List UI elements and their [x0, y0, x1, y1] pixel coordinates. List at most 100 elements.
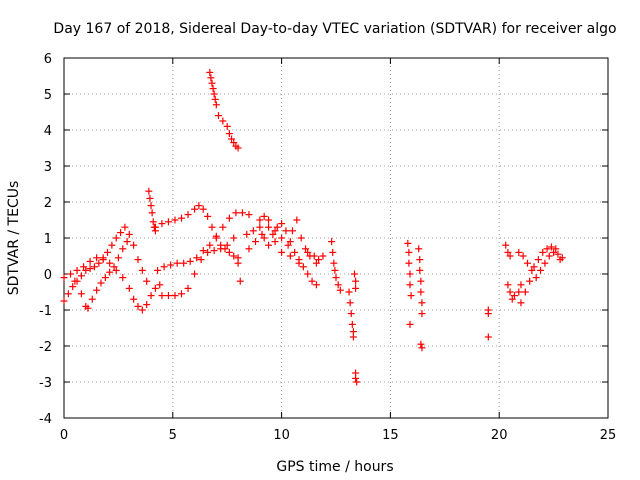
data-point	[319, 252, 327, 260]
data-point	[178, 214, 186, 222]
data-point	[110, 263, 118, 271]
data-point	[199, 247, 207, 255]
data-point	[352, 277, 360, 285]
data-point	[199, 205, 207, 213]
data-point	[225, 214, 233, 222]
data-point	[219, 223, 227, 231]
data-point	[332, 274, 340, 282]
data-point	[278, 234, 286, 242]
data-point	[295, 256, 303, 264]
data-point	[209, 85, 217, 93]
data-point	[256, 223, 264, 231]
data-point	[146, 194, 154, 202]
y-tick-label: -3	[39, 376, 52, 391]
y-tick-label: 0	[44, 268, 52, 283]
data-point	[206, 68, 214, 76]
data-point	[417, 277, 425, 285]
data-point	[86, 265, 94, 273]
data-point	[517, 299, 525, 307]
data-point	[69, 283, 77, 291]
data-point	[417, 288, 425, 296]
data-point	[519, 252, 527, 260]
data-point	[125, 284, 133, 292]
data-point	[352, 374, 360, 382]
data-point	[164, 218, 172, 226]
data-point	[406, 281, 414, 289]
data-point	[288, 227, 296, 235]
data-point	[336, 286, 344, 294]
data-point	[232, 209, 240, 217]
data-point	[88, 295, 96, 303]
data-point	[160, 263, 168, 271]
data-point	[245, 211, 253, 219]
x-tick-label: 20	[491, 428, 508, 443]
data-point	[186, 257, 194, 265]
data-point	[143, 277, 151, 285]
data-point	[312, 259, 320, 267]
data-point	[506, 252, 514, 260]
data-point	[73, 266, 81, 274]
data-point	[291, 248, 299, 256]
data-point	[223, 241, 231, 249]
data-point	[156, 281, 164, 289]
data-point	[334, 281, 342, 289]
data-point	[260, 212, 268, 220]
data-point	[502, 241, 510, 249]
data-point	[517, 281, 525, 289]
data-point	[330, 259, 338, 267]
data-point	[228, 135, 236, 143]
data-point	[508, 295, 516, 303]
data-point	[119, 274, 127, 282]
data-point	[173, 259, 181, 267]
data-point	[67, 270, 75, 278]
data-point	[260, 234, 268, 242]
data-point	[208, 79, 216, 87]
data-point	[256, 216, 264, 224]
data-point	[251, 238, 259, 246]
data-point	[86, 257, 94, 265]
data-point	[84, 304, 92, 312]
data-point	[346, 299, 354, 307]
data-point	[212, 101, 220, 109]
data-point	[265, 216, 273, 224]
data-point	[265, 241, 273, 249]
data-point	[234, 259, 242, 267]
data-point	[304, 248, 312, 256]
data-point	[171, 292, 179, 300]
data-point	[406, 320, 414, 328]
data-point	[286, 252, 294, 260]
data-point	[207, 74, 215, 82]
data-point	[197, 256, 205, 264]
data-point	[151, 223, 159, 231]
data-point	[99, 254, 107, 262]
data-point	[504, 248, 512, 256]
data-point	[236, 277, 244, 285]
data-point	[143, 301, 151, 309]
data-point	[352, 284, 360, 292]
data-point	[329, 248, 337, 256]
data-point	[407, 292, 415, 300]
data-point	[543, 245, 551, 253]
data-point	[64, 290, 72, 298]
data-point	[184, 211, 192, 219]
data-point	[552, 245, 560, 253]
data-point	[404, 239, 412, 247]
y-tick-label: 2	[44, 196, 52, 211]
data-point	[230, 139, 238, 147]
data-point	[299, 263, 307, 271]
data-point	[265, 223, 273, 231]
data-point	[171, 216, 179, 224]
data-point	[164, 292, 172, 300]
data-point	[345, 288, 353, 296]
data-point	[219, 117, 227, 125]
data-point	[108, 241, 116, 249]
data-point	[269, 230, 277, 238]
data-point	[223, 122, 231, 130]
data-point	[191, 270, 199, 278]
data-point	[245, 245, 253, 253]
data-point	[515, 288, 523, 296]
data-point	[293, 216, 301, 224]
data-point	[158, 292, 166, 300]
y-tick-label: 5	[44, 88, 52, 103]
data-point	[515, 248, 523, 256]
